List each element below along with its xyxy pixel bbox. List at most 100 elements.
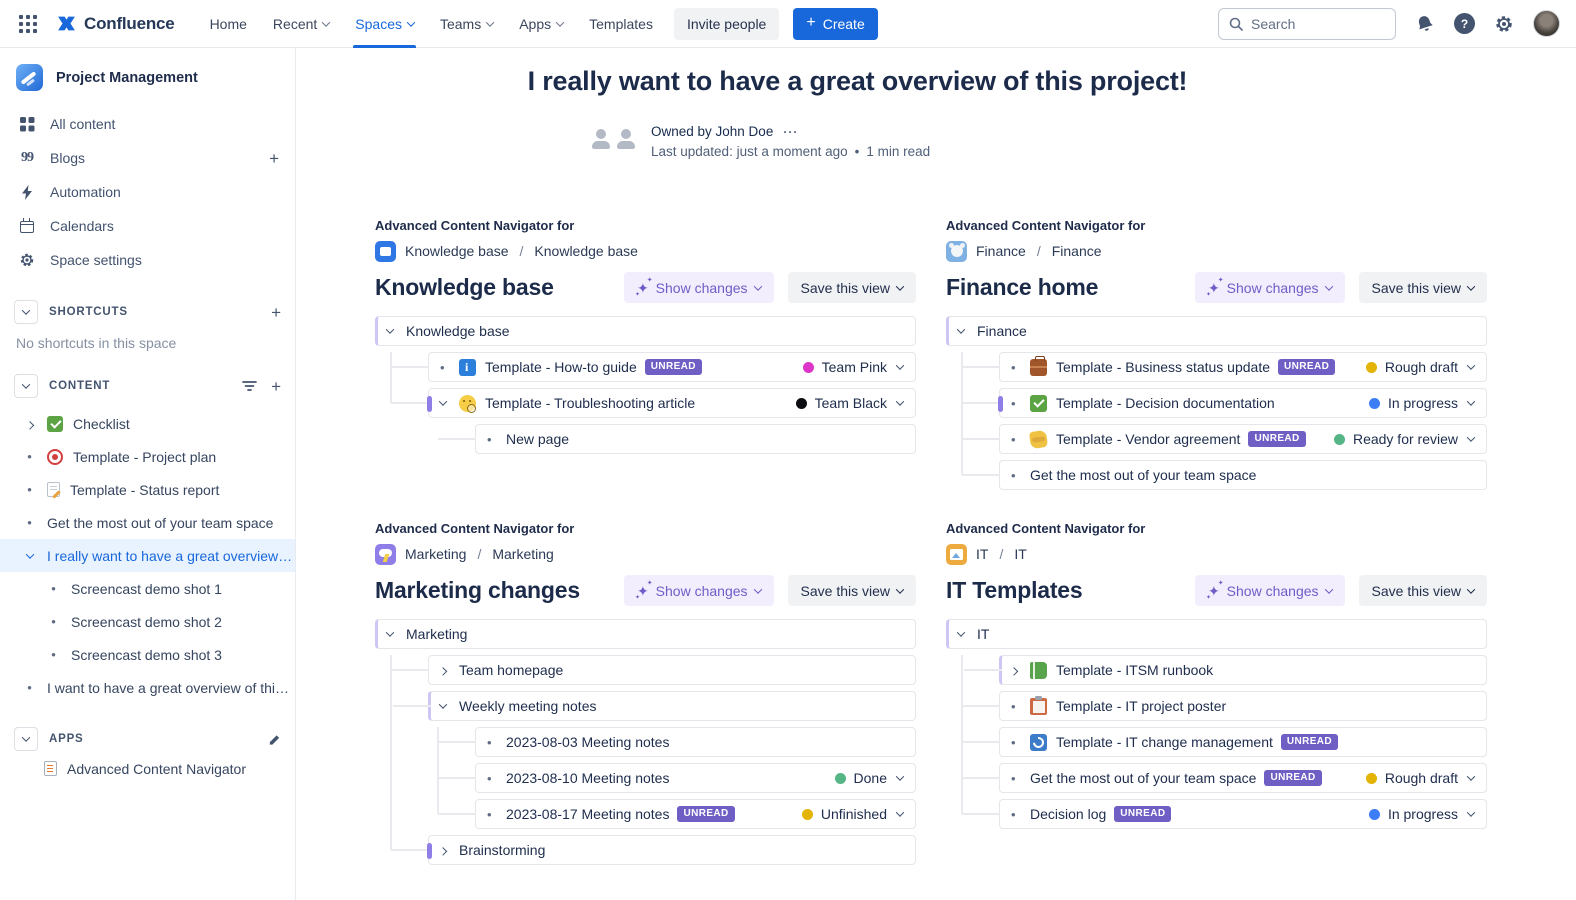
chevron-right-icon[interactable] bbox=[438, 847, 459, 856]
chevron-down-icon[interactable] bbox=[22, 549, 37, 559]
tree-row[interactable]: • Get the most out of your team space bbox=[962, 460, 1487, 490]
show-changes-button[interactable]: ✦ Show changes bbox=[1194, 575, 1345, 606]
tree-row[interactable]: • Template - IT project poster bbox=[962, 691, 1487, 721]
sidebar-item-all-content[interactable]: All content bbox=[0, 107, 295, 141]
chevron-down-icon[interactable] bbox=[956, 628, 977, 637]
content-item-screencast-2[interactable]: • Screencast demo shot 2 bbox=[0, 605, 295, 638]
tree-row[interactable]: IT bbox=[946, 619, 1487, 649]
create-button[interactable]: + Create bbox=[793, 7, 878, 40]
user-avatar[interactable] bbox=[1533, 10, 1560, 37]
tree-row[interactable]: • 2023-08-17 Meeting notes UNREAD Unfini… bbox=[438, 799, 916, 829]
tree-row[interactable]: • Template - Vendor agreement UNREAD Rea… bbox=[962, 424, 1487, 454]
breadcrumb-page[interactable]: Knowledge base bbox=[534, 243, 638, 259]
tree-row[interactable]: Team homepage bbox=[391, 655, 916, 685]
tree-row[interactable]: • Template - How-to guide UNREAD Team Pi… bbox=[391, 352, 916, 382]
show-changes-button[interactable]: ✦ Show changes bbox=[623, 272, 774, 303]
contributor-avatars[interactable] bbox=[590, 127, 637, 151]
invite-people-button[interactable]: Invite people bbox=[673, 7, 780, 40]
nav-item-spaces[interactable]: Spaces bbox=[342, 0, 427, 48]
save-this-view-button[interactable]: Save this view bbox=[1358, 272, 1487, 303]
show-changes-button[interactable]: ✦ Show changes bbox=[623, 575, 774, 606]
edit-pencil-icon[interactable] bbox=[268, 733, 281, 746]
tree-row[interactable]: Weekly meeting notes bbox=[393, 691, 916, 721]
tree-row[interactable]: • Template - Business status update UNRE… bbox=[962, 352, 1487, 382]
status-dropdown[interactable]: Unfinished bbox=[792, 806, 905, 822]
chevron-down-icon[interactable] bbox=[956, 325, 977, 334]
show-changes-button[interactable]: ✦ Show changes bbox=[1194, 272, 1345, 303]
breadcrumb-page[interactable]: Finance bbox=[1051, 243, 1102, 259]
save-this-view-button[interactable]: Save this view bbox=[787, 575, 916, 606]
nav-item-teams[interactable]: Teams bbox=[427, 0, 506, 48]
add-blog-icon[interactable]: + bbox=[269, 148, 279, 168]
tree-row[interactable]: • 2023-08-10 Meeting notes Done bbox=[438, 763, 916, 793]
search-input[interactable] bbox=[1251, 15, 1385, 32]
add-content-icon[interactable]: + bbox=[271, 376, 281, 396]
chevron-down-icon[interactable] bbox=[438, 700, 459, 709]
content-item-status-report[interactable]: • Template - Status report bbox=[0, 473, 295, 506]
content-item-screencast-3[interactable]: • Screencast demo shot 3 bbox=[0, 638, 295, 671]
tree-row[interactable]: • Decision log UNREAD In progress bbox=[962, 799, 1487, 829]
breadcrumb-page[interactable]: IT bbox=[1014, 546, 1027, 562]
status-dropdown[interactable]: In progress bbox=[1359, 806, 1476, 822]
tree-row[interactable]: • Template - Decision documentation In p… bbox=[962, 388, 1487, 418]
more-actions-button[interactable]: ··· bbox=[783, 124, 799, 139]
bullet: • bbox=[440, 359, 445, 375]
content-item-screencast-1[interactable]: • Screencast demo shot 1 bbox=[0, 572, 295, 605]
sidebar-item-calendars[interactable]: Calendars bbox=[0, 209, 295, 243]
tree-row[interactable]: Finance bbox=[946, 316, 1487, 346]
content-item-i-want-overview[interactable]: • I want to have a great overview of thi… bbox=[0, 671, 295, 704]
chevron-right-icon[interactable] bbox=[22, 420, 37, 430]
tree-row[interactable]: Template - ITSM runbook bbox=[964, 655, 1487, 685]
sidebar-item-automation[interactable]: Automation bbox=[0, 175, 295, 209]
chevron-right-icon[interactable] bbox=[1009, 667, 1030, 676]
status-dropdown[interactable]: In progress bbox=[1359, 395, 1476, 411]
tree-row[interactable]: Brainstorming bbox=[391, 835, 916, 865]
chevron-right-icon[interactable] bbox=[438, 667, 459, 676]
status-dropdown[interactable]: Team Pink bbox=[793, 359, 905, 375]
content-item-current-page[interactable]: I really want to have a great overview… bbox=[0, 539, 295, 572]
sidebar-item-space-settings[interactable]: Space settings bbox=[0, 243, 295, 277]
add-shortcut-icon[interactable]: + bbox=[271, 302, 281, 322]
chevron-down-icon[interactable] bbox=[438, 397, 459, 406]
status-dropdown[interactable]: Rough draft bbox=[1356, 770, 1476, 786]
settings-gear-icon[interactable] bbox=[1494, 14, 1514, 34]
nav-item-templates[interactable]: Templates bbox=[589, 15, 653, 32]
breadcrumb-space[interactable]: IT bbox=[976, 546, 989, 562]
nav-item-recent[interactable]: Recent bbox=[260, 0, 342, 48]
content-item-get-the-most[interactable]: • Get the most out of your team space bbox=[0, 506, 295, 539]
status-dropdown[interactable]: Ready for review bbox=[1324, 431, 1476, 447]
space-header[interactable]: Project Management bbox=[0, 64, 295, 91]
breadcrumb-page[interactable]: Marketing bbox=[492, 546, 554, 562]
help-icon[interactable]: ? bbox=[1454, 13, 1475, 34]
status-dropdown[interactable]: Rough draft bbox=[1356, 359, 1476, 375]
tree-row[interactable]: Marketing bbox=[375, 619, 916, 649]
status-dropdown[interactable]: Done bbox=[825, 770, 905, 786]
filter-icon[interactable] bbox=[242, 380, 257, 392]
chevron-down-icon[interactable] bbox=[385, 628, 406, 637]
breadcrumb-space[interactable]: Marketing bbox=[405, 546, 467, 562]
tree-row[interactable]: • New page bbox=[438, 424, 916, 454]
app-switcher-icon[interactable] bbox=[16, 12, 40, 36]
save-this-view-button[interactable]: Save this view bbox=[787, 272, 916, 303]
shortcuts-collapse-toggle[interactable] bbox=[14, 300, 38, 324]
notification-bell-icon[interactable] bbox=[1412, 11, 1437, 36]
sidebar-item-blogs[interactable]: 99 Blogs + bbox=[0, 141, 295, 175]
breadcrumb-space[interactable]: Finance bbox=[976, 243, 1026, 259]
content-collapse-toggle[interactable] bbox=[14, 374, 38, 398]
nav-item-home[interactable]: Home bbox=[209, 15, 247, 32]
tree-row[interactable]: • 2023-08-03 Meeting notes bbox=[438, 727, 916, 757]
confluence-logo[interactable]: Confluence bbox=[56, 13, 175, 34]
apps-collapse-toggle[interactable] bbox=[14, 727, 38, 751]
tree-row[interactable]: Knowledge base bbox=[375, 316, 916, 346]
save-this-view-button[interactable]: Save this view bbox=[1358, 575, 1487, 606]
breadcrumb-space[interactable]: Knowledge base bbox=[405, 243, 509, 259]
tree-row[interactable]: • Template - IT change management UNREAD bbox=[962, 727, 1487, 757]
tree-row[interactable]: Template - Troubleshooting article Team … bbox=[391, 388, 916, 418]
content-item-project-plan[interactable]: • Template - Project plan bbox=[0, 440, 295, 473]
tree-row[interactable]: • Get the most out of your team space UN… bbox=[962, 763, 1487, 793]
chevron-down-icon[interactable] bbox=[385, 325, 406, 334]
app-item-advanced-content-navigator[interactable]: Advanced Content Navigator bbox=[0, 752, 295, 785]
content-item-checklist[interactable]: Checklist bbox=[0, 407, 295, 440]
nav-item-apps[interactable]: Apps bbox=[506, 0, 576, 48]
status-dropdown[interactable]: Team Black bbox=[786, 395, 905, 411]
